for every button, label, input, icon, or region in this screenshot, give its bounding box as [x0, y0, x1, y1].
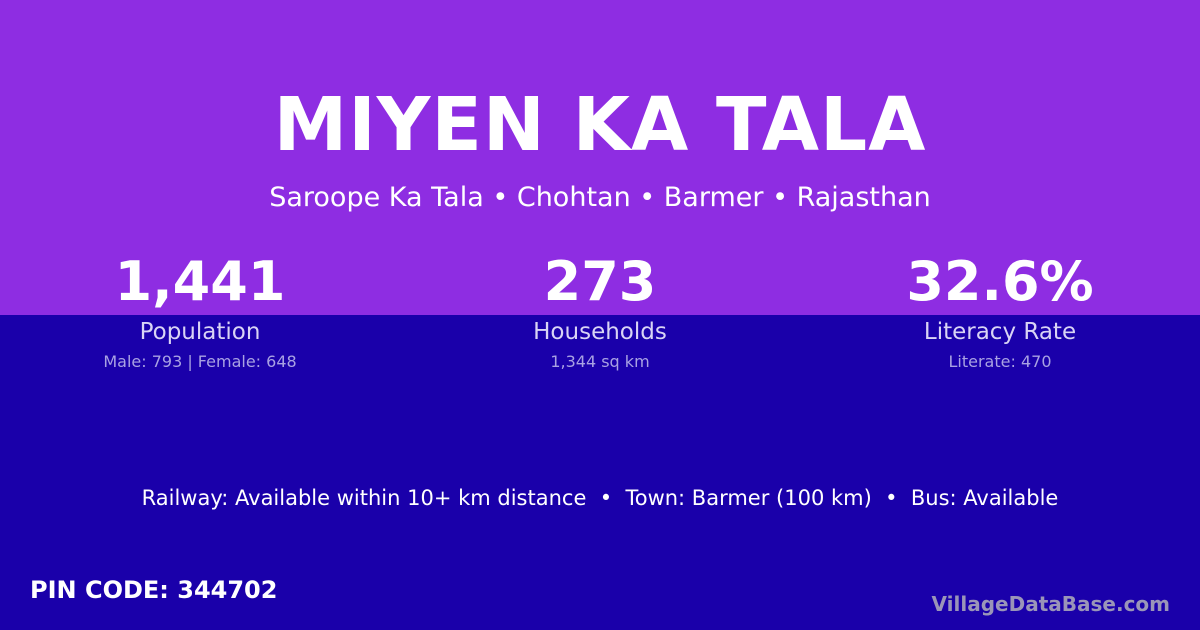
stat-value: 32.6%	[906, 250, 1094, 313]
village-title: MIYEN KA TALA	[273, 82, 927, 168]
location-breadcrumb: Saroope Ka Tala • Chohtan • Barmer • Raj…	[269, 182, 931, 213]
stat-detail: Literate: 470	[948, 352, 1052, 371]
stat-households: 273 Households 1,344 sq km	[400, 250, 800, 371]
stat-population: 1,441 Population Male: 793 | Female: 648	[0, 250, 400, 371]
brand-watermark: VillageDataBase.com	[931, 592, 1170, 616]
stat-detail: 1,344 sq km	[550, 352, 650, 371]
stat-label: Literacy Rate	[923, 319, 1077, 345]
stat-literacy: 32.6% Literacy Rate Literate: 470	[800, 250, 1200, 371]
connectivity-info: Railway: Available within 10+ km distanc…	[141, 486, 1059, 510]
stat-detail: Male: 793 | Female: 648	[103, 352, 297, 371]
stat-value: 1,441	[114, 250, 286, 313]
header-band	[0, 0, 1200, 315]
pin-code: PIN CODE: 344702	[30, 576, 278, 604]
stat-label: Population	[139, 319, 261, 345]
stat-label: Households	[533, 319, 667, 345]
stat-value: 273	[543, 250, 657, 313]
